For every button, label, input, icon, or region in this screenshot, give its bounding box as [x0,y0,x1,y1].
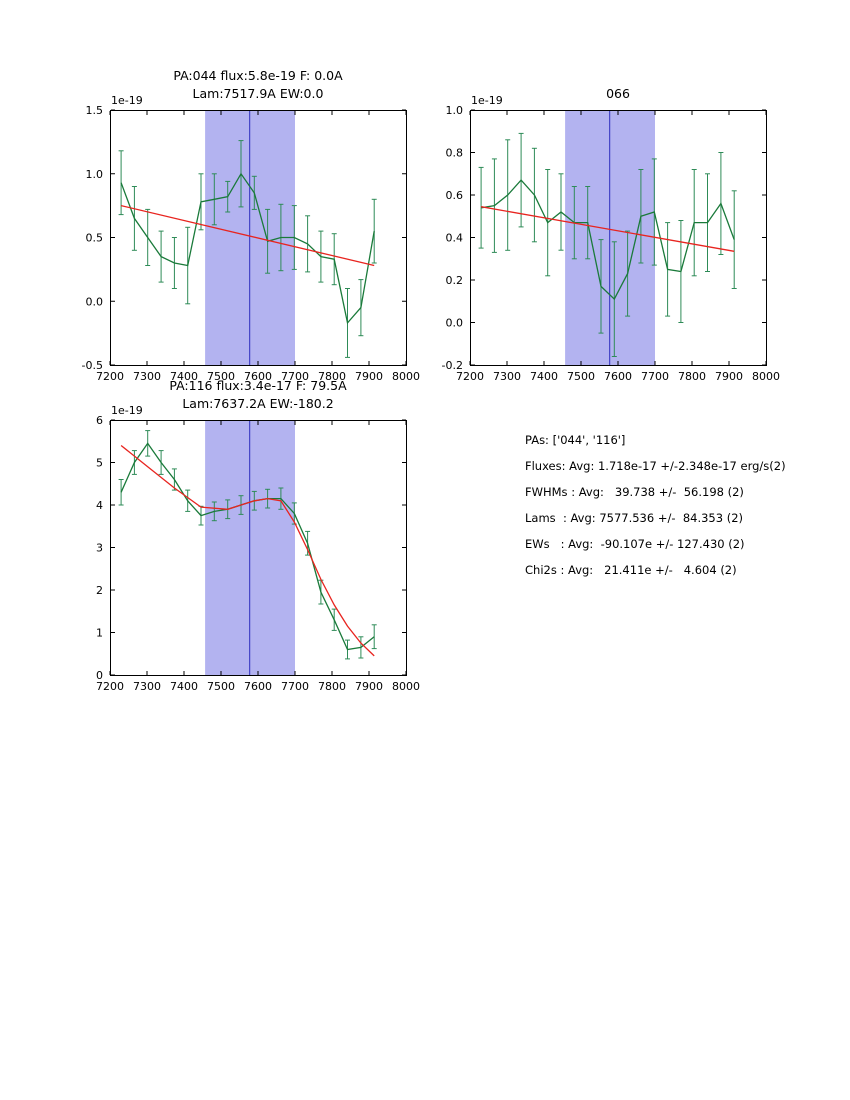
x-tick-label: 7200 [96,370,124,383]
plot-title: PA:116 flux:3.4e-17 F: 79.5A [169,378,347,393]
y-axis-offset-label: 1e-19 [471,94,503,107]
x-tick-label: 7700 [281,680,309,693]
axis-ticks: 7200 7300 7400 7500 7600 7700 7800 7900 8000 0 1 2 3… [96,414,420,693]
y-tick-label: 1 [96,627,103,640]
x-tick-label: 7500 [567,370,595,383]
y-tick-label: 0.0 [446,317,464,330]
x-tick-label: 7800 [318,680,346,693]
x-tick-label: 7700 [641,370,669,383]
x-tick-label: 7500 [207,370,235,383]
y-axis-offset-label: 1e-19 [111,404,143,417]
y-tick-label: 2 [96,584,103,597]
x-tick-label: 7400 [170,680,198,693]
x-tick-label: 7800 [318,370,346,383]
y-tick-label: 0.6 [446,189,464,202]
y-tick-label: 0.5 [86,232,104,245]
y-tick-label: 1.0 [446,104,464,117]
x-tick-label: 7600 [604,370,632,383]
y-tick-label: 1.0 [86,168,104,181]
y-tick-label: 0.4 [446,232,464,245]
plot-pa044: 7200 7300 7400 7500 7600 7700 7800 7900 8000 -0.5… [60,60,420,390]
error-bars [118,430,377,660]
x-tick-label: 7700 [281,370,309,383]
x-tick-label: 7600 [244,370,272,383]
x-tick-label: 7600 [244,680,272,693]
x-tick-label: 8000 [392,680,420,693]
y-tick-label: 0.8 [446,147,464,160]
stats-line-lams: Lams : Avg: 7577.536 +/- 84.353 (2) [525,511,744,525]
y-tick-label: 0 [96,669,103,682]
y-tick-label: 1.5 [86,104,104,117]
spectrum-line [120,172,375,325]
y-tick-label: 4 [96,499,103,512]
x-tick-label: 7400 [530,370,558,383]
y-tick-label: 5 [96,457,103,470]
plot-title: Lam:7517.9A EW:0.0 [193,86,324,101]
plot-title: Lam:7637.2A EW:-180.2 [182,396,333,411]
pa116-spectrum-svg: 7200 7300 7400 7500 7600 7700 7800 7900 8000 0 1 2 3… [96,378,420,693]
x-tick-label: 7300 [133,680,161,693]
spectrum-line [480,179,735,301]
plot-title: PA:044 flux:5.8e-19 F: 0.0A [173,68,343,83]
x-tick-label: 8000 [752,370,780,383]
plot-pa116: 7200 7300 7400 7500 7600 7700 7800 7900 8000 0 1 2 3… [60,370,420,700]
plot-066: 7200 7300 7400 7500 7600 7700 7800 7900 8000 -0.2… [420,60,780,390]
axes-frame [470,110,767,366]
y-tick-label: 0.2 [446,274,464,287]
pa066-spectrum-svg: 7200 7300 7400 7500 7600 7700 7800 7900 8000 -0.2… [442,86,780,383]
pa044-spectrum-svg: 7200 7300 7400 7500 7600 7700 7800 7900 8000 -0.5… [82,68,420,383]
x-tick-label: 7900 [355,680,383,693]
x-tick-label: 7800 [678,370,706,383]
x-tick-label: 7300 [493,370,521,383]
x-tick-label: 7300 [133,370,161,383]
y-tick-label: 0.0 [86,295,104,308]
x-tick-label: 7900 [715,370,743,383]
stats-line-fwhms: FWHMs : Avg: 39.738 +/- 56.198 (2) [525,485,744,499]
stats-line-chi2s: Chi2s : Avg: 21.411e +/- 4.604 (2) [525,563,737,577]
y-tick-label: 6 [96,414,103,427]
stats-panel: PAs: ['044', '116'] Fluxes: Avg: 1.718e-… [525,427,786,583]
axes-frame [110,110,407,366]
x-tick-label: 7400 [170,370,198,383]
axis-ticks: 7200 7300 7400 7500 7600 7700 7800 7900 8000 -0.2… [442,104,780,383]
stats-line-pas: PAs: ['044', '116'] [525,433,626,447]
y-axis-offset-label: 1e-19 [111,94,143,107]
x-tick-label: 7200 [456,370,484,383]
fit-line [480,206,735,252]
axis-ticks: 7200 7300 7400 7500 7600 7700 7800 7900 8000 -0.5… [82,104,420,383]
stats-line-ews: EWs : Avg: -90.107e +/- 127.430 (2) [525,537,745,551]
y-tick-label: -0.5 [82,359,103,372]
x-tick-label: 7900 [355,370,383,383]
y-tick-label: 3 [96,542,103,555]
fit-line [120,444,375,657]
plot-title: 066 [606,86,630,101]
axes-frame [110,420,407,676]
fit-line [120,204,375,267]
x-tick-label: 7500 [207,680,235,693]
x-tick-label: 7200 [96,680,124,693]
stats-line-fluxes: Fluxes: Avg: 1.718e-17 +/-2.348e-17 erg/… [525,459,786,473]
x-tick-label: 8000 [392,370,420,383]
y-tick-label: -0.2 [442,359,463,372]
